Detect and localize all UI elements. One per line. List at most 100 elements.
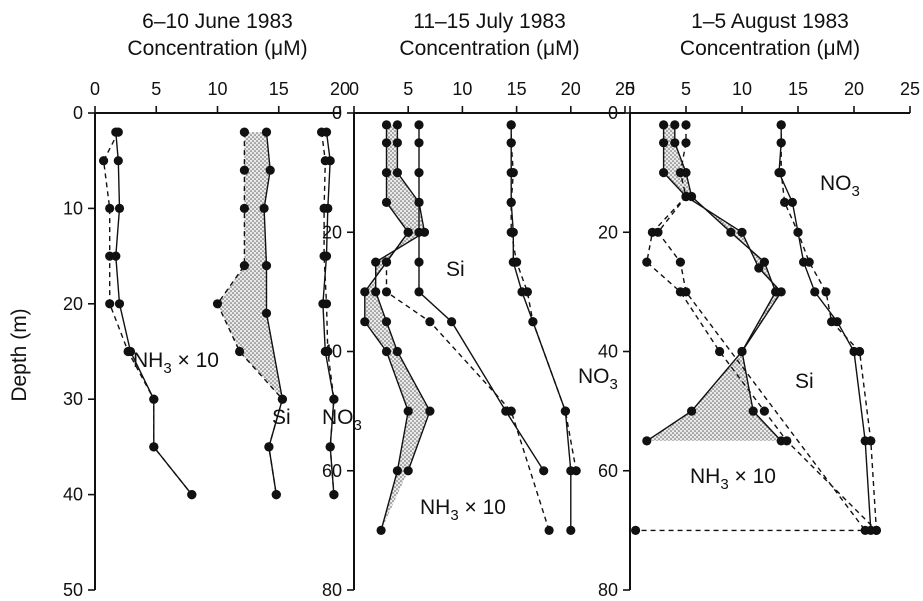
x-tick-label: 10: [207, 79, 227, 99]
data-point: [737, 228, 746, 237]
y-tick-label: 30: [63, 389, 83, 409]
y-tick-label: 20: [322, 222, 342, 242]
data-point: [566, 526, 575, 535]
data-point: [393, 466, 402, 475]
y-tick-label: 60: [598, 461, 618, 481]
data-point: [777, 120, 786, 129]
data-point: [653, 228, 662, 237]
data-point: [676, 258, 685, 267]
data-point: [371, 287, 380, 296]
data-point: [414, 228, 423, 237]
series-line: [419, 125, 544, 471]
data-point: [414, 287, 423, 296]
panel-x-axis-title: Concentration (μM): [680, 37, 860, 60]
data-point: [266, 166, 275, 175]
data-point: [404, 407, 413, 416]
data-point: [414, 258, 423, 267]
x-tick-label: 25: [900, 79, 920, 99]
data-point: [393, 168, 402, 177]
panel-3: 1–5 August 1983 Concentration (μM) 0 5 10 15 2…: [598, 10, 920, 600]
y-axis-label: Depth (m): [8, 308, 31, 401]
y-tick-label: 20: [63, 294, 83, 314]
data-point: [821, 287, 830, 296]
data-point: [114, 156, 123, 165]
x-tick-label: 10: [732, 79, 752, 99]
x-tick-label: 5: [681, 79, 691, 99]
data-point: [329, 395, 338, 404]
data-point: [240, 128, 249, 137]
data-point: [187, 490, 196, 499]
data-point: [539, 466, 548, 475]
data-point: [235, 347, 244, 356]
series-line: [104, 132, 192, 495]
data-point: [447, 317, 456, 326]
data-point: [760, 407, 769, 416]
panel-x-axis-title: Concentration (μM): [127, 37, 307, 60]
data-point: [631, 526, 640, 535]
series-label: NO3: [322, 406, 362, 434]
data-point: [320, 252, 329, 261]
data-point: [754, 263, 763, 272]
series-label: Si: [795, 370, 814, 393]
data-point: [659, 138, 668, 147]
y-tick-label: 0: [73, 103, 83, 123]
data-point: [105, 299, 114, 308]
data-point: [793, 228, 802, 237]
x-tick-label: 15: [269, 79, 289, 99]
data-point: [393, 138, 402, 147]
data-point: [260, 204, 269, 213]
data-point: [507, 120, 516, 129]
data-point: [528, 317, 537, 326]
data-point: [404, 466, 413, 475]
x-tick-label: 15: [507, 79, 527, 99]
panel-title: 6–10 June 1983: [142, 10, 293, 33]
data-point: [382, 317, 391, 326]
y-tick-label: 50: [63, 580, 83, 600]
x-tick-label: 5: [151, 79, 161, 99]
panel-title: 11–15 July 1983: [413, 10, 566, 33]
data-point: [115, 204, 124, 213]
x-tick-label: 20: [330, 79, 350, 99]
data-point: [414, 138, 423, 147]
x-tick-label: 0: [625, 79, 635, 99]
x-tick-label: 5: [403, 79, 413, 99]
data-point: [321, 156, 330, 165]
y-tick-label: 80: [598, 580, 618, 600]
data-point: [517, 287, 526, 296]
data-point: [670, 138, 679, 147]
x-tick-label: 20: [561, 79, 581, 99]
data-point: [115, 299, 124, 308]
data-point: [111, 128, 120, 137]
data-point: [360, 317, 369, 326]
data-point: [509, 258, 518, 267]
data-point: [382, 168, 391, 177]
data-point: [561, 407, 570, 416]
data-point: [777, 168, 786, 177]
series-label: NH3 × 10: [690, 465, 776, 493]
data-point: [777, 138, 786, 147]
data-point: [149, 395, 158, 404]
y-tick-label: 40: [598, 342, 618, 362]
data-point: [681, 120, 690, 129]
data-point: [240, 166, 249, 175]
x-tick-label: 20: [844, 79, 864, 99]
data-point: [326, 442, 335, 451]
y-tick-label: 60: [322, 461, 342, 481]
data-point: [777, 287, 786, 296]
series-label: NO3: [820, 172, 860, 200]
data-point: [382, 347, 391, 356]
data-point: [642, 258, 651, 267]
series-label: Si: [446, 258, 465, 281]
data-point: [782, 436, 791, 445]
data-point: [827, 317, 836, 326]
data-point: [99, 156, 108, 165]
data-point: [240, 204, 249, 213]
data-point: [414, 198, 423, 207]
data-point: [866, 436, 875, 445]
data-point: [681, 192, 690, 201]
x-tick-label: 15: [788, 79, 808, 99]
data-point: [566, 466, 575, 475]
panel-1: 6–10 June 1983 Concentration (μM) 0 5 10 15 20…: [63, 10, 362, 600]
y-tick-label: 40: [63, 485, 83, 505]
